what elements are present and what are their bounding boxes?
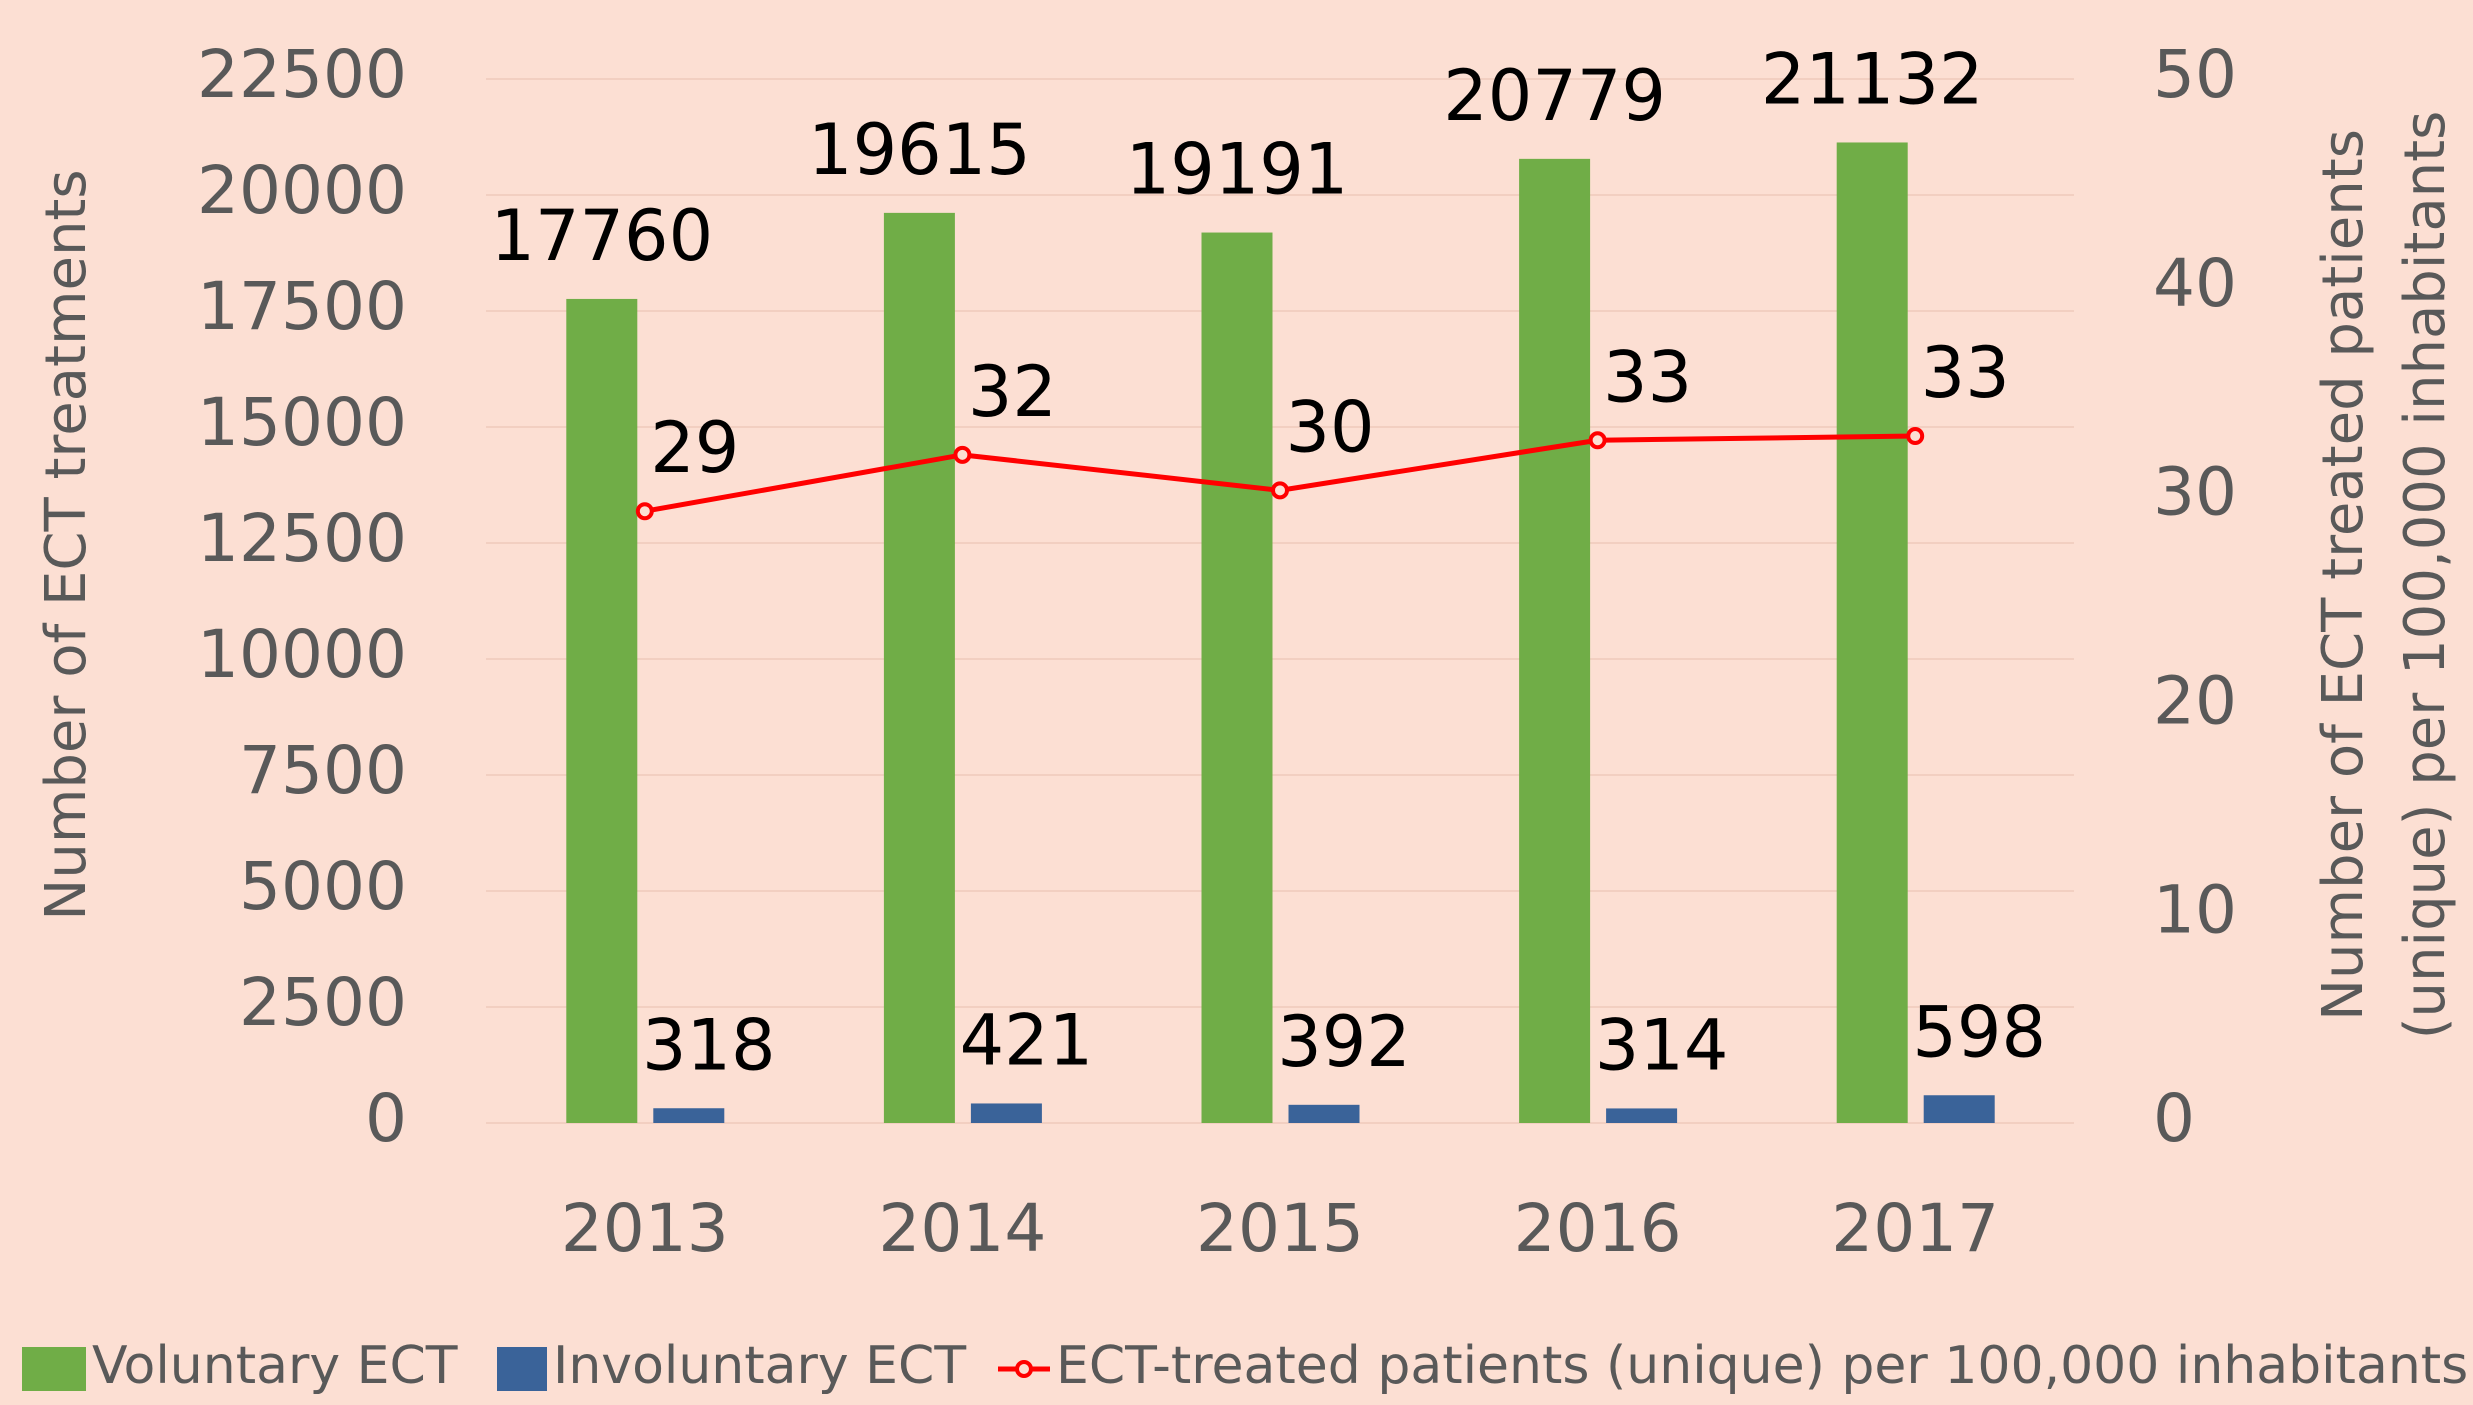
line-marker xyxy=(1588,431,1607,450)
x-tick-label: 2016 xyxy=(1514,1190,1682,1267)
line-marker xyxy=(1906,427,1925,446)
data-label: 421 xyxy=(960,999,1094,1081)
bar xyxy=(1836,142,1908,1123)
y2-axis-title: (unique) per 100,000 inhabitants xyxy=(2393,111,2458,1040)
y2-tick-label: 30 xyxy=(2153,454,2237,531)
y2-tick-label: 10 xyxy=(2153,871,2237,948)
data-label: 598 xyxy=(1912,991,2046,1073)
bar xyxy=(1606,1108,1678,1123)
data-label: 392 xyxy=(1277,1001,1411,1083)
data-label: 32 xyxy=(968,351,1057,433)
line-marker xyxy=(635,502,654,521)
bar xyxy=(653,1108,725,1123)
y-tick-label: 22500 xyxy=(197,36,407,113)
bar xyxy=(1201,232,1273,1123)
x-tick-label: 2017 xyxy=(1831,1190,1999,1267)
y2-axis-title: Number of ECT treated patients xyxy=(2311,129,2376,1021)
bar xyxy=(970,1103,1042,1123)
y-tick-label: 10000 xyxy=(197,616,407,693)
data-label: 20779 xyxy=(1443,55,1666,137)
x-tick-label: 2015 xyxy=(1196,1190,1364,1267)
data-label: 33 xyxy=(1603,336,1692,418)
data-label: 19615 xyxy=(808,109,1031,191)
data-label: 33 xyxy=(1921,332,2010,414)
bar xyxy=(883,212,955,1123)
bar xyxy=(1519,158,1591,1124)
x-tick-label: 2013 xyxy=(561,1190,729,1267)
data-label: 29 xyxy=(650,407,739,489)
y2-tick-label: 20 xyxy=(2153,662,2237,739)
data-label: 19191 xyxy=(1126,129,1349,211)
y2-tick-label: 0 xyxy=(2153,1080,2195,1157)
data-label: 318 xyxy=(642,1004,776,1086)
legend-label: Voluntary ECT xyxy=(92,1336,458,1396)
y-tick-label: 20000 xyxy=(197,152,407,229)
legend-swatch xyxy=(1015,1360,1033,1378)
x-tick-label: 2014 xyxy=(878,1190,1046,1267)
y-tick-label: 5000 xyxy=(239,848,407,925)
bar xyxy=(566,298,638,1123)
y-tick-label: 7500 xyxy=(239,732,407,809)
y-axis-title: Number of ECT treatments xyxy=(34,169,99,920)
y2-tick-label: 40 xyxy=(2153,245,2237,322)
line-marker xyxy=(1271,481,1289,500)
bar xyxy=(1288,1104,1360,1123)
bar xyxy=(1923,1095,1995,1123)
y2-tick-label: 50 xyxy=(2153,36,2237,113)
legend-label: Involuntary ECT xyxy=(553,1336,966,1396)
y-tick-label: 17500 xyxy=(197,268,407,345)
y-tick-label: 2500 xyxy=(239,964,407,1041)
y-tick-label: 15000 xyxy=(197,384,407,461)
line-marker xyxy=(953,445,972,464)
y-tick-label: 12500 xyxy=(197,500,407,577)
data-label: 21132 xyxy=(1761,39,1984,121)
data-label: 30 xyxy=(1285,386,1374,468)
legend-swatch xyxy=(22,1347,86,1391)
data-label: 314 xyxy=(1595,1004,1729,1086)
data-label: 17760 xyxy=(490,195,713,277)
legend-swatch xyxy=(497,1347,547,1391)
y-tick-label: 0 xyxy=(365,1080,407,1157)
legend-label: ECT-treated patients (unique) per 100,00… xyxy=(1056,1336,2468,1396)
